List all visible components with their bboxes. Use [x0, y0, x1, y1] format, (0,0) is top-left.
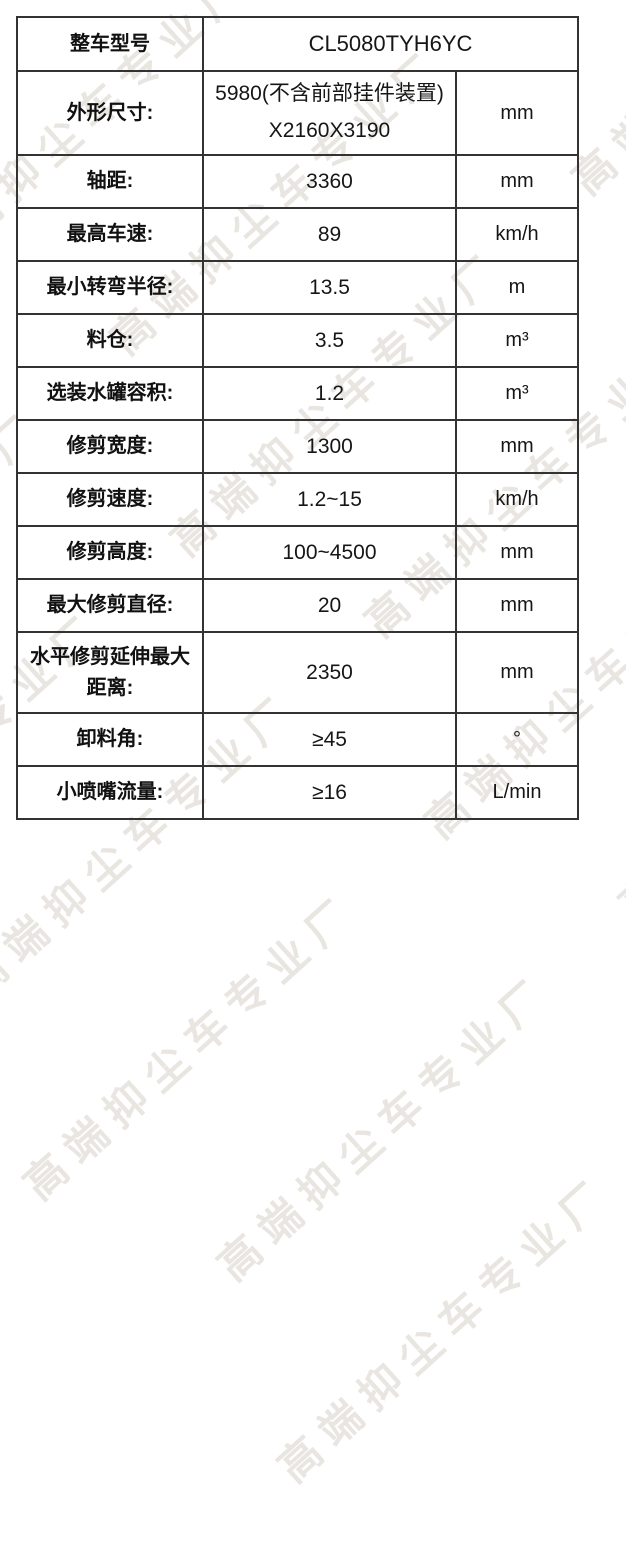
spec-value-line: 3360 — [306, 169, 353, 193]
spec-unit: m — [455, 260, 579, 315]
spec-value-line: 100~4500 — [282, 540, 377, 564]
table-row: 修剪速度: 1.2~15 km/h — [16, 472, 579, 527]
spec-value-line: 5980(不含前部挂件装置) — [215, 82, 444, 106]
spec-value-line: 20 — [317, 593, 342, 617]
spec-unit: km/h — [455, 207, 579, 262]
table-row: 修剪高度: 100~4500 mm — [16, 525, 579, 580]
spec-label: 料仓: — [16, 313, 204, 368]
spec-value-line: 2350 — [306, 660, 353, 684]
spec-unit: mm — [455, 578, 579, 633]
table-row: 卸料角: ≥45 ° — [16, 712, 579, 767]
spec-label: 水平修剪延伸最大 距离: — [16, 631, 204, 714]
table-row: 最高车速: 89 km/h — [16, 207, 579, 262]
table-row: 小喷嘴流量: ≥16 L/min — [16, 765, 579, 820]
table-row: 水平修剪延伸最大 距离: 2350 mm — [16, 631, 579, 714]
spec-value: ≥16 — [202, 765, 457, 820]
spec-label: 最大修剪直径: — [16, 578, 204, 633]
table-row: 料仓: 3.5 m³ — [16, 313, 579, 368]
spec-value: 2350 — [202, 631, 457, 714]
spec-unit: mm — [455, 525, 579, 580]
table-row: 外形尺寸: 5980(不含前部挂件装置) X2160X3190 mm — [16, 70, 579, 156]
spec-label: 最小转弯半径: — [16, 260, 204, 315]
spec-value: 1300 — [202, 419, 457, 474]
spec-unit: mm — [455, 154, 579, 209]
spec-value-line: 1.2 — [314, 381, 345, 405]
spec-value: 1.2~15 — [202, 472, 457, 527]
spec-value: 3.5 — [202, 313, 457, 368]
spec-table: 整车型号 CL5080TYH6YC 外形尺寸: 5980(不含前部挂件装置) X21… — [16, 16, 579, 820]
spec-label: 选装水罐容积: — [16, 366, 204, 421]
spec-value: 20 — [202, 578, 457, 633]
spec-unit: L/min — [455, 765, 579, 820]
spec-value-line: 13.5 — [309, 275, 350, 299]
table-row-model: 整车型号 CL5080TYH6YC — [16, 16, 579, 72]
spec-value-line: X2160X3190 — [268, 119, 391, 142]
spec-unit: km/h — [455, 472, 579, 527]
spec-value: 3360 — [202, 154, 457, 209]
spec-label: 外形尺寸: — [16, 70, 204, 156]
table-row: 轴距: 3360 mm — [16, 154, 579, 209]
spec-unit: mm — [455, 70, 579, 156]
table-row: 修剪宽度: 1300 mm — [16, 419, 579, 474]
spec-value-line: 89 — [317, 222, 342, 246]
spec-label: 修剪高度: — [16, 525, 204, 580]
spec-value-line: ≥45 — [312, 727, 347, 751]
spec-value: 5980(不含前部挂件装置) X2160X3190 — [202, 70, 457, 156]
spec-label: 修剪速度: — [16, 472, 204, 527]
spec-unit: mm — [455, 631, 579, 714]
spec-label: 小喷嘴流量: — [16, 765, 204, 820]
spec-unit: m³ — [455, 313, 579, 368]
spec-unit: m³ — [455, 366, 579, 421]
table-row: 最大修剪直径: 20 mm — [16, 578, 579, 633]
spec-value-line: 1300 — [306, 434, 353, 458]
spec-label: 卸料角: — [16, 712, 204, 767]
spec-value: 1.2 — [202, 366, 457, 421]
spec-value: 89 — [202, 207, 457, 262]
model-value: CL5080TYH6YC — [202, 16, 579, 72]
spec-value: ≥45 — [202, 712, 457, 767]
spec-label: 轴距: — [16, 154, 204, 209]
spec-value: 13.5 — [202, 260, 457, 315]
spec-label: 修剪宽度: — [16, 419, 204, 474]
model-label: 整车型号 — [16, 16, 204, 72]
table-row: 最小转弯半径: 13.5 m — [16, 260, 579, 315]
table-row: 选装水罐容积: 1.2 m³ — [16, 366, 579, 421]
spec-value: 100~4500 — [202, 525, 457, 580]
spec-label: 最高车速: — [16, 207, 204, 262]
spec-table-body: 整车型号 CL5080TYH6YC 外形尺寸: 5980(不含前部挂件装置) X21… — [16, 16, 579, 820]
spec-unit: ° — [455, 712, 579, 767]
spec-unit: mm — [455, 419, 579, 474]
spec-value-line: 1.2~15 — [297, 487, 362, 511]
spec-value-line: ≥16 — [312, 780, 347, 804]
spec-value-line: 3.5 — [314, 328, 345, 352]
